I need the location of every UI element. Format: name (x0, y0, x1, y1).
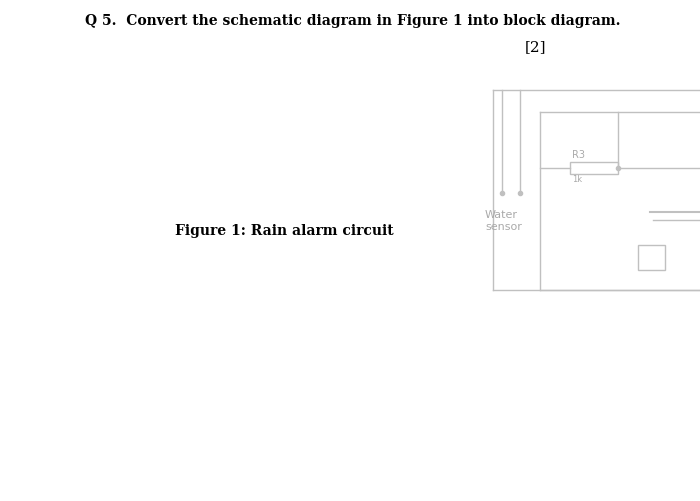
Text: Figure 1: Rain alarm circuit: Figure 1: Rain alarm circuit (175, 224, 393, 238)
Text: [2]: [2] (524, 40, 546, 54)
Text: 1k: 1k (572, 175, 582, 184)
Bar (570, 162, 618, 174)
Text: Q 5.  Convert the schematic diagram in Figure 1 into block diagram.: Q 5. Convert the schematic diagram in Fi… (85, 14, 620, 28)
Text: Water
sensor: Water sensor (485, 210, 522, 231)
Text: R3: R3 (572, 150, 585, 160)
Bar (638, 245, 665, 270)
